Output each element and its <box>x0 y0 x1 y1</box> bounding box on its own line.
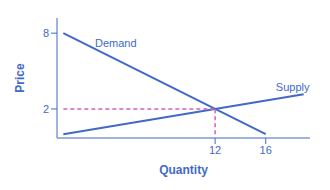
svg-text:Quantity: Quantity <box>159 163 208 177</box>
svg-text:8: 8 <box>43 27 49 39</box>
svg-text:2: 2 <box>43 103 49 115</box>
svg-text:Supply: Supply <box>276 81 310 93</box>
svg-text:16: 16 <box>260 144 272 156</box>
svg-text:Demand: Demand <box>95 37 137 49</box>
svg-text:Price: Price <box>13 63 27 93</box>
svg-text:12: 12 <box>209 144 221 156</box>
